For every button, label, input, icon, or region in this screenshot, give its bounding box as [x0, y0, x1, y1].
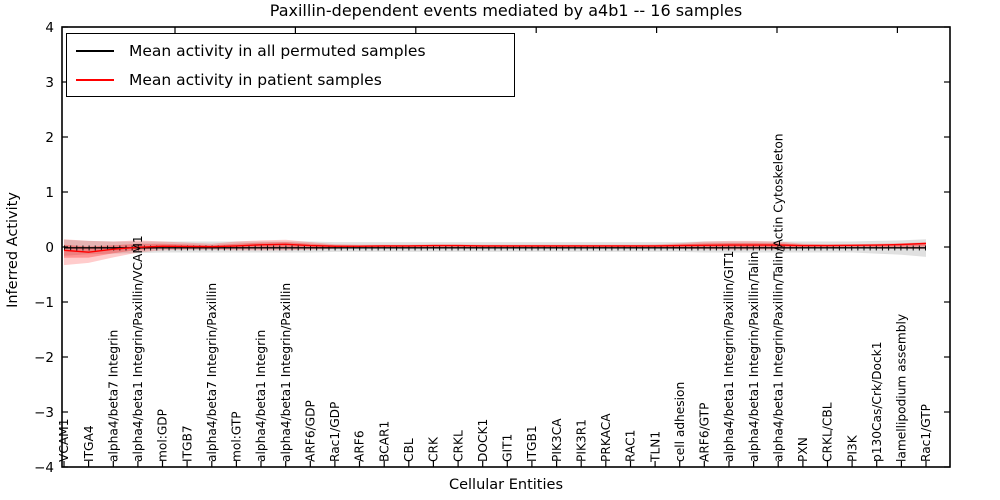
- x-category-label: alpha4/beta1 Integrin: [254, 330, 268, 462]
- x-axis-title: Cellular Entities: [448, 477, 564, 493]
- x-category-label: CRKL/CBL: [821, 402, 835, 462]
- x-category-label: ARF6/GTP: [698, 403, 712, 462]
- x-category-label: DOCK1: [476, 419, 490, 462]
- x-category-label: alpha4/beta7 Integrin/Paxillin: [205, 283, 219, 462]
- x-category-label: TLN1: [648, 431, 662, 463]
- legend-item-permuted: Mean activity in all permuted samples: [76, 40, 514, 62]
- x-category-label: CRK: [427, 436, 441, 462]
- legend-line-permuted-icon: [76, 49, 114, 52]
- x-category-label: alpha4/beta1 Integrin/Paxillin/VCAM1: [131, 235, 145, 462]
- y-tick-label: 2: [45, 130, 54, 146]
- x-category-label: alpha4/beta7 Integrin: [107, 330, 121, 462]
- x-category-label: PXN: [796, 437, 810, 462]
- y-tick-label: −2: [34, 350, 54, 366]
- legend-label-permuted: Mean activity in all permuted samples: [129, 41, 426, 60]
- x-category-label: alpha4/beta1 Integrin/Paxillin: [279, 283, 293, 462]
- x-category-label: CRKL: [451, 430, 465, 462]
- x-category-label: ARF6/GDP: [304, 400, 318, 462]
- y-tick-label: 3: [45, 75, 54, 91]
- y-tick-label: −3: [34, 405, 54, 421]
- x-category-label: mol:GTP: [230, 411, 244, 462]
- y-tick-label: 0: [45, 240, 54, 256]
- x-category-label: PIK3CA: [550, 418, 564, 462]
- y-tick-label: 1: [45, 185, 54, 201]
- y-tick-label: −1: [34, 295, 54, 311]
- x-category-label: ARF6: [353, 430, 367, 462]
- x-category-label: CBL: [402, 438, 416, 462]
- x-category-label: ITGB7: [180, 425, 194, 462]
- x-category-label: alpha4/beta1 Integrin/Paxillin/Talin/Act…: [771, 133, 785, 462]
- x-category-label: BCAR1: [377, 421, 391, 462]
- x-category-label: cell adhesion: [673, 382, 687, 462]
- x-category-label: Rac1/GDP: [328, 402, 342, 462]
- chart-title: Paxillin-dependent events mediated by a4…: [269, 1, 743, 20]
- x-category-label: PIK3R1: [574, 419, 588, 462]
- x-category-label: alpha4/beta1 Integrin/Paxillin/GIT1: [722, 251, 736, 462]
- x-category-label: PRKACA: [599, 413, 613, 462]
- patient-mean-line: [63, 242, 927, 253]
- y-tick-label: 4: [45, 20, 54, 36]
- x-category-label: ITGA4: [82, 425, 96, 462]
- x-category-label: mol:GDP: [156, 409, 170, 462]
- x-category-label: GIT1: [501, 434, 515, 462]
- x-category-label: RAC1: [624, 430, 638, 462]
- x-category-label: alpha4/beta1 Integrin/Paxillin/Talin: [747, 251, 761, 462]
- legend: Mean activity in all permuted samples Me…: [66, 33, 515, 97]
- x-category-label: lamellipodium assembly: [895, 314, 909, 462]
- x-category-label: PI3K: [845, 434, 859, 462]
- x-category-label: Rac1/GTP: [919, 404, 933, 462]
- x-category-label: VCAM1: [57, 419, 71, 462]
- x-category-label: p130Cas/Crk/Dock1: [870, 342, 884, 462]
- y-tick-label: −4: [34, 460, 54, 476]
- legend-label-patient: Mean activity in patient samples: [129, 70, 382, 89]
- legend-line-patient-icon: [76, 78, 114, 81]
- x-category-label: ITGB1: [525, 425, 539, 462]
- legend-item-patient: Mean activity in patient samples: [76, 69, 514, 91]
